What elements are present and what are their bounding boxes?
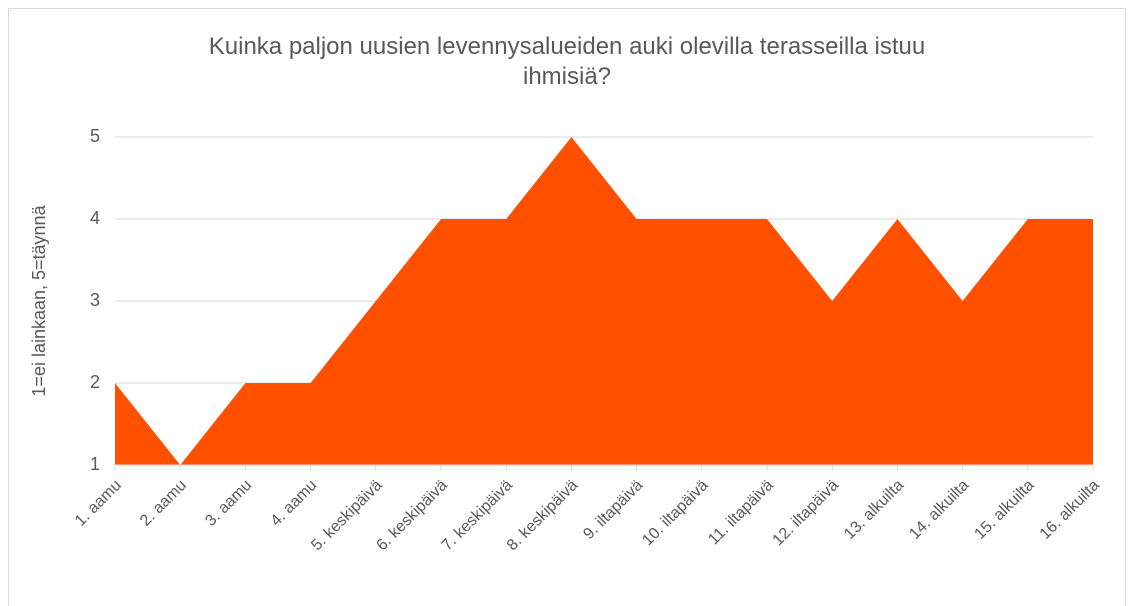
- x-tick-label: 12. iltapäivä: [770, 477, 842, 549]
- y-tick-label: 1: [90, 454, 100, 474]
- y-tick-label: 5: [90, 126, 100, 146]
- x-tick-label: 11. iltapäivä: [705, 477, 777, 549]
- x-tick-label: 3. aamu: [202, 477, 255, 530]
- y-tick-label: 3: [90, 290, 100, 310]
- area: [115, 137, 1093, 465]
- x-tick-label: 1. aamu: [72, 477, 125, 530]
- x-tick-label: 14. alkuilta: [906, 477, 972, 543]
- title-box: Kuinka paljon uusien levennysalueiden au…: [0, 32, 1134, 92]
- x-tick-label: 13. alkuilta: [841, 477, 907, 543]
- y-tick-label: 4: [90, 208, 100, 228]
- x-tick-label: 16. alkuilta: [1037, 477, 1103, 543]
- chart-title: Kuinka paljon uusien levennysalueiden au…: [208, 33, 926, 90]
- x-tick-label: 10. iltapäivä: [639, 477, 711, 549]
- x-tick-label: 15. alkuilta: [971, 477, 1037, 543]
- x-tick-label: 9. iltapäivä: [580, 477, 646, 543]
- x-tick-label: 4. aamu: [268, 477, 321, 530]
- y-tick-label: 2: [90, 372, 100, 392]
- y-axis-label: 1=ei lainkaan, 5=täynnä: [29, 204, 49, 396]
- chart-border: [8, 8, 1126, 606]
- x-tick-label: 2. aamu: [137, 477, 190, 530]
